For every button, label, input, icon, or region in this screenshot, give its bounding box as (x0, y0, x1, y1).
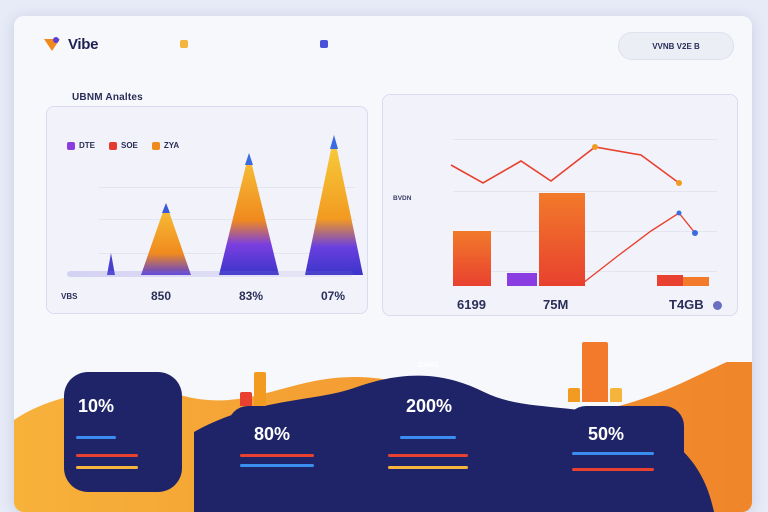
peak-shape-2 (219, 153, 279, 275)
metric-value-2: 80% (254, 424, 291, 444)
legend-swatch-icon (180, 40, 188, 48)
right-chart-svg (450, 144, 709, 286)
value-label-1: 850 (151, 289, 172, 303)
app-logo[interactable]: Vibe (44, 36, 99, 53)
left-chart-panel: DTE SOE ZYA (46, 106, 368, 314)
chart-bar (683, 277, 709, 286)
center-card-label: DANG (418, 362, 439, 369)
metric-bar (240, 464, 314, 467)
metric-bar (572, 468, 654, 471)
chart-bar (453, 231, 491, 286)
gridline (99, 219, 355, 220)
right-panel-side-label: BVDN (393, 195, 412, 202)
small-marker (107, 253, 115, 275)
chart-bar (507, 273, 537, 286)
metric-card-1[interactable] (64, 372, 182, 492)
legend-item: SOE (109, 141, 138, 150)
chart-baseline (67, 271, 353, 277)
gridline (99, 187, 355, 188)
metric-value-3: 200% (406, 396, 453, 416)
value-label-2: 83% (239, 289, 264, 303)
chart-bar (539, 193, 585, 286)
chart-point (692, 230, 698, 236)
legend-swatch-icon (320, 40, 328, 48)
vibe-logo-icon (44, 36, 66, 53)
left-panel-title: UBNM Analtes (72, 92, 143, 103)
metric-card-2[interactable] (228, 406, 334, 492)
right-value-2: 75M (543, 297, 569, 312)
metric-card-4[interactable] (566, 406, 684, 492)
peak-shape-1 (141, 203, 191, 275)
peak-shape-3 (305, 135, 363, 275)
legend-item: ZYA (151, 141, 179, 150)
right-value-3: T4GB (669, 297, 704, 312)
left-chart-legend: DTE SOE ZYA (67, 141, 179, 150)
chart-line-lower (582, 212, 696, 284)
gridline (453, 139, 717, 140)
right-value-1: 6199 (457, 297, 486, 312)
mini-bar-cluster-4 (568, 342, 622, 402)
metric-bar (76, 454, 138, 457)
metric-value-4: 50% (588, 424, 625, 444)
metric-bar (76, 466, 138, 469)
metric-bar (76, 436, 116, 439)
right-chart-panel: BVDN 6199 75M T4GB (382, 94, 738, 316)
header-action-button[interactable]: VVNB V2E B (618, 32, 734, 60)
status-dot-icon (713, 301, 722, 310)
dashboard-window: Vibe VVNB V2E B UBNM Analtes DTE SOE ZYA (14, 16, 752, 512)
x-axis-label: VBS (61, 292, 78, 301)
metric-value-1: 10% (78, 396, 115, 416)
legend-item: DTE (67, 141, 95, 150)
chart-point (676, 180, 682, 186)
metric-bar (572, 452, 654, 455)
metric-bar (240, 454, 314, 457)
chart-point (592, 144, 598, 150)
metric-bar (388, 466, 468, 469)
value-label-3: 07% (321, 289, 346, 303)
chart-line-upper (450, 146, 680, 184)
logo-text: Vibe (68, 36, 99, 53)
chart-bar (657, 275, 683, 286)
mini-bar-cluster-2 (240, 372, 266, 406)
metric-bar (400, 436, 456, 439)
metric-bar (388, 454, 468, 457)
header-legend-item-2 (320, 40, 333, 48)
chart-point (676, 210, 682, 216)
gridline (453, 191, 717, 192)
header-legend-item-1 (180, 40, 193, 48)
